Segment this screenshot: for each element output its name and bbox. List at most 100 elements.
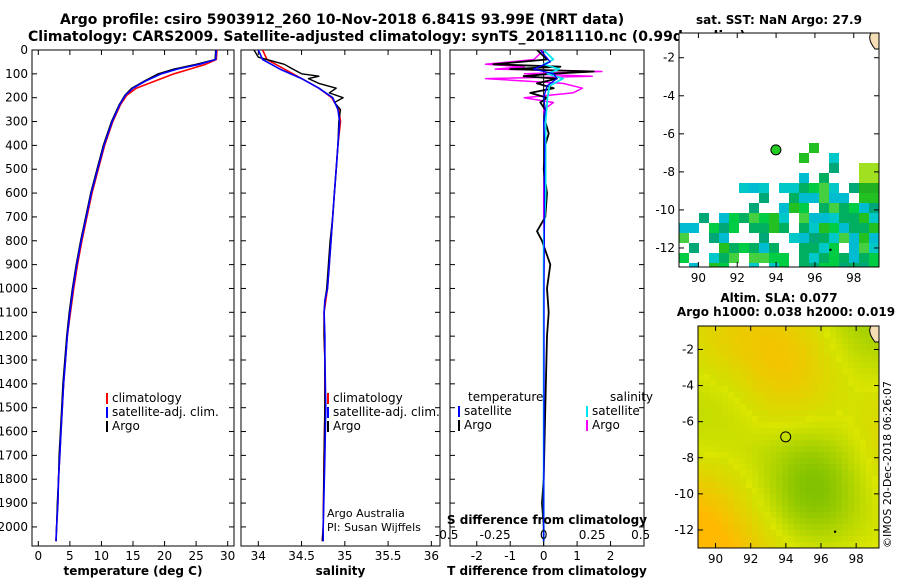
sla-cell [848,422,854,428]
sla-cell [704,500,710,506]
sla-cell [848,434,854,440]
sla-cell [752,344,758,350]
sla-cell [872,542,878,548]
sla-cell [830,386,836,392]
sla-cell [704,446,710,452]
sla-cell [752,392,758,398]
sla-cell [830,446,836,452]
legend-swatch [106,407,108,418]
sla-cell [848,458,854,464]
sla-cell [848,482,854,488]
sla-cell [722,392,728,398]
sla-cell [758,440,764,446]
sst-cell [769,213,779,223]
sla-cell [824,512,830,518]
sla-cell [704,512,710,518]
sla-cell [836,398,842,404]
sla-cell [848,410,854,416]
sla-cell [722,386,728,392]
sla-cell [722,470,728,476]
sla-cell [758,542,764,548]
sla-cell [764,380,770,386]
sla-cell [794,368,800,374]
sla-cell [866,482,872,488]
sla-cell [704,470,710,476]
sla-cell [776,446,782,452]
sla-cell [854,374,860,380]
sla-cell [728,368,734,374]
sla-cell [872,470,878,476]
sla-cell [872,458,878,464]
sla-cell [728,380,734,386]
sla-cell [782,344,788,350]
sla-cell [866,392,872,398]
sla-cell [848,428,854,434]
sla-cell [824,536,830,542]
sla-cell [788,326,794,332]
sla-cell [734,482,740,488]
sst-cell [859,163,869,173]
sla-cell [764,416,770,422]
sla-cell [722,380,728,386]
sla-cell [872,512,878,518]
sst-cell [799,193,809,203]
sla-cell [734,530,740,536]
sla-cell [770,344,776,350]
y-tick-label: 400 [5,138,28,152]
sla-cell [752,536,758,542]
x-tick-label: 0 [540,549,548,563]
sla-cell [740,446,746,452]
sla-cell [728,452,734,458]
sla-cell [728,434,734,440]
sla-cell [806,536,812,542]
sla-cell [746,470,752,476]
sla-cell [788,386,794,392]
sst-cell [829,213,839,223]
sla-cell [872,344,878,350]
sla-cell [722,338,728,344]
sla-cell [770,362,776,368]
sla-cell [758,494,764,500]
sla-cell [698,446,704,452]
y-tick-label: -8 [682,451,694,465]
sla-cell [800,428,806,434]
sla-cell [800,338,806,344]
sla-cell [740,338,746,344]
sla-cell [818,368,824,374]
sla-cell [812,362,818,368]
sla-cell [782,422,788,428]
sla-cell [764,488,770,494]
sst-cell [819,253,829,263]
sla-cell [704,362,710,368]
sla-cell [740,518,746,524]
sla-cell [812,428,818,434]
sla-cell [824,368,830,374]
sla-cell [818,440,824,446]
sla-cell [776,482,782,488]
sla-cell [782,506,788,512]
sla-cell [716,446,722,452]
x-tick-label: 2 [607,549,615,563]
sla-cell [866,374,872,380]
sst-cell [729,243,739,253]
sla-cell [698,386,704,392]
sla-cell [860,488,866,494]
sla-cell [776,386,782,392]
sla-cell [836,368,842,374]
sla-cell [788,422,794,428]
sla-cell [866,356,872,362]
sla-cell [770,542,776,548]
sla-cell [770,464,776,470]
sla-cell [860,500,866,506]
x-tick-label: 92 [743,552,758,566]
sla-cell [836,380,842,386]
sst-cell [829,263,839,267]
sla-cell [698,392,704,398]
sla-cell [836,446,842,452]
sla-cell [776,410,782,416]
sla-cell [830,494,836,500]
sla-cell [842,350,848,356]
sla-cell [710,536,716,542]
